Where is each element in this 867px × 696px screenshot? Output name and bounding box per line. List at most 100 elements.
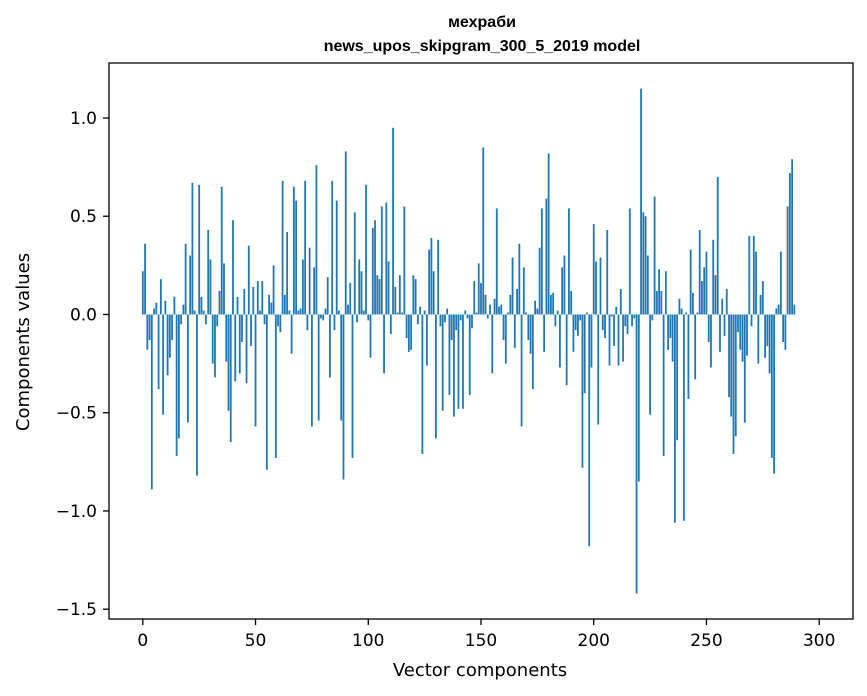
bar: [182, 304, 185, 315]
bar: [608, 314, 611, 366]
bar: [732, 314, 735, 454]
bar: [385, 202, 388, 315]
bar: [484, 294, 487, 315]
bar: [232, 220, 234, 315]
bar: [694, 314, 697, 380]
bar: [678, 298, 681, 315]
bar: [419, 306, 422, 315]
bar: [613, 314, 615, 346]
bar: [489, 304, 491, 315]
bar: [631, 314, 633, 327]
bar: [746, 314, 748, 356]
bar: [651, 314, 654, 321]
bar: [498, 306, 500, 315]
bar: [444, 314, 446, 323]
bar: [536, 308, 539, 315]
bar: [301, 259, 304, 315]
bar: [784, 314, 787, 350]
y-axis-ticks: −1.5 −1.0 −0.5 0.0 0.5 1.0: [56, 109, 109, 620]
bar: [265, 314, 268, 470]
bar: [229, 314, 232, 443]
bar: [480, 283, 482, 315]
bar: [274, 314, 277, 458]
bar: [387, 261, 390, 315]
bar: [719, 314, 721, 352]
bar: [259, 310, 261, 315]
bar: [570, 290, 573, 315]
x-tick-label: 200: [578, 631, 610, 651]
bar: [766, 314, 769, 346]
bar: [545, 198, 548, 315]
bar: [157, 314, 160, 390]
bar: [432, 271, 435, 315]
bar: [604, 314, 606, 339]
bar: [256, 281, 259, 315]
bar: [396, 312, 399, 315]
bar: [144, 243, 146, 315]
bar: [263, 314, 266, 325]
bar: [667, 314, 670, 350]
bar: [768, 314, 771, 374]
bar: [750, 314, 753, 327]
bar: [788, 173, 791, 315]
bar: [223, 263, 225, 315]
bar: [290, 314, 293, 354]
bar: [525, 312, 527, 315]
y-tick-label: −0.5: [56, 404, 97, 424]
bar: [439, 314, 442, 327]
bar: [793, 304, 796, 315]
bar: [581, 314, 584, 468]
bar: [320, 314, 322, 319]
bar: [184, 243, 187, 315]
bar: [196, 314, 198, 476]
bar: [205, 314, 207, 325]
bar: [561, 267, 564, 315]
bar: [520, 314, 523, 427]
y-tick-label: −1.5: [56, 600, 97, 620]
bar: [457, 314, 460, 409]
bar: [304, 180, 307, 315]
bar: [177, 314, 180, 439]
x-axis-ticks: 0 50 100 150 200 250 300: [137, 619, 835, 651]
bar: [435, 314, 437, 439]
bar: [353, 212, 356, 315]
bar: [568, 208, 570, 315]
bar: [270, 302, 273, 315]
bar: [491, 314, 494, 374]
bar: [543, 314, 546, 352]
bar: [453, 314, 455, 417]
bar: [407, 314, 410, 352]
bar: [624, 314, 627, 327]
bar: [687, 314, 690, 399]
bar: [635, 314, 638, 594]
bar: [146, 314, 149, 350]
bar: [441, 314, 444, 411]
bar: [610, 314, 613, 317]
bar: [725, 288, 728, 315]
bar: [540, 208, 543, 315]
bar: [743, 314, 746, 423]
bar: [349, 283, 352, 315]
bar: [446, 308, 449, 315]
bar: [646, 255, 649, 315]
bar: [180, 314, 183, 325]
bar: [516, 288, 518, 315]
bar: [628, 208, 631, 315]
bar: [529, 314, 532, 354]
bar: [619, 288, 622, 315]
bar: [378, 279, 381, 315]
bar: [398, 275, 401, 315]
bar: [705, 251, 708, 315]
bar: [671, 314, 674, 362]
bar: [662, 314, 665, 456]
bar: [241, 314, 243, 342]
bar: [324, 308, 327, 315]
bar: [572, 314, 575, 352]
bar: [225, 314, 228, 362]
bar: [462, 314, 464, 409]
x-tick-label: 50: [245, 631, 267, 651]
bar: [504, 314, 507, 364]
